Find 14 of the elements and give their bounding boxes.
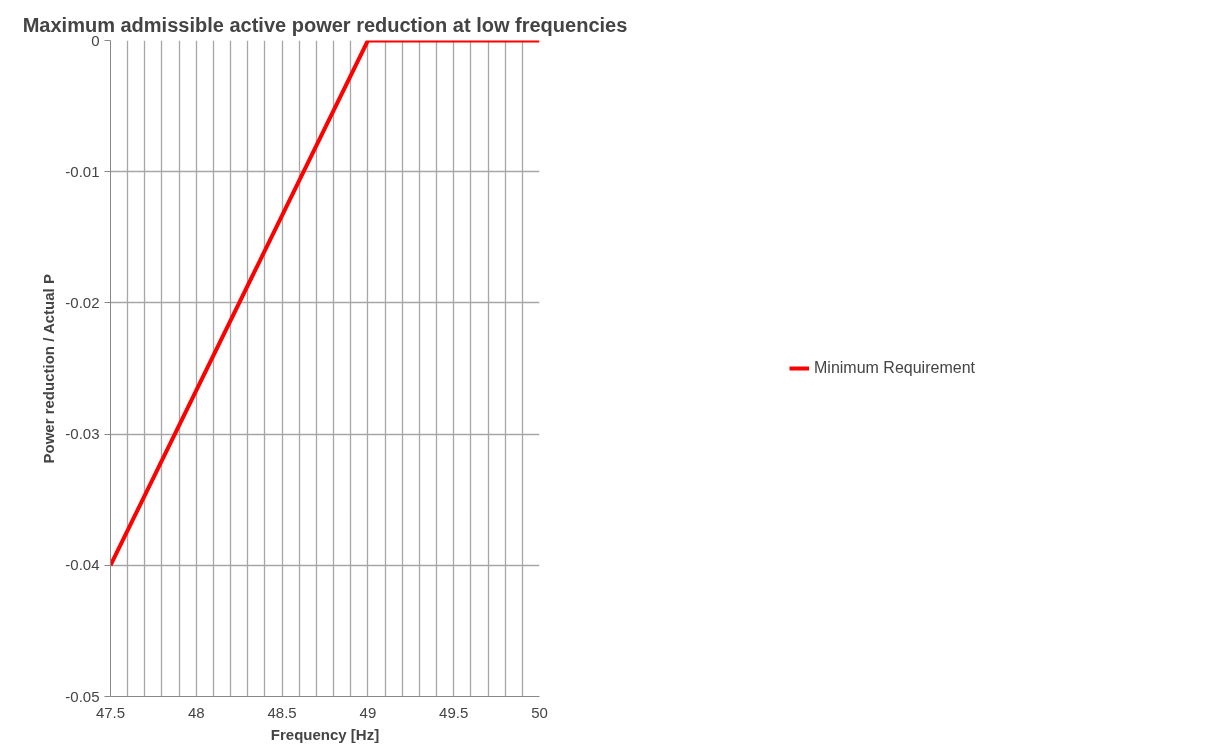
x-tick-label: 49	[359, 703, 377, 721]
y-tick-label: -0.04	[65, 556, 100, 574]
y-tick-label: -0.03	[65, 425, 100, 443]
x-axis-title: Frequency [Hz]	[270, 725, 380, 743]
y-tick-label: -0.02	[65, 293, 100, 311]
x-tick-label: 50	[531, 703, 548, 721]
y-axis-title: Power reduction / Actual P	[40, 274, 58, 464]
x-tick-label: 49.5	[439, 703, 469, 721]
legend-label: Minimum Requirement	[814, 359, 975, 377]
x-tick-label: 48.5	[267, 703, 297, 721]
y-tick-label: -0.01	[65, 162, 100, 180]
y-tick-label: -0.05	[65, 687, 100, 705]
x-tick-label: 47.5	[95, 703, 126, 721]
x-tick-label: 48	[187, 703, 205, 721]
